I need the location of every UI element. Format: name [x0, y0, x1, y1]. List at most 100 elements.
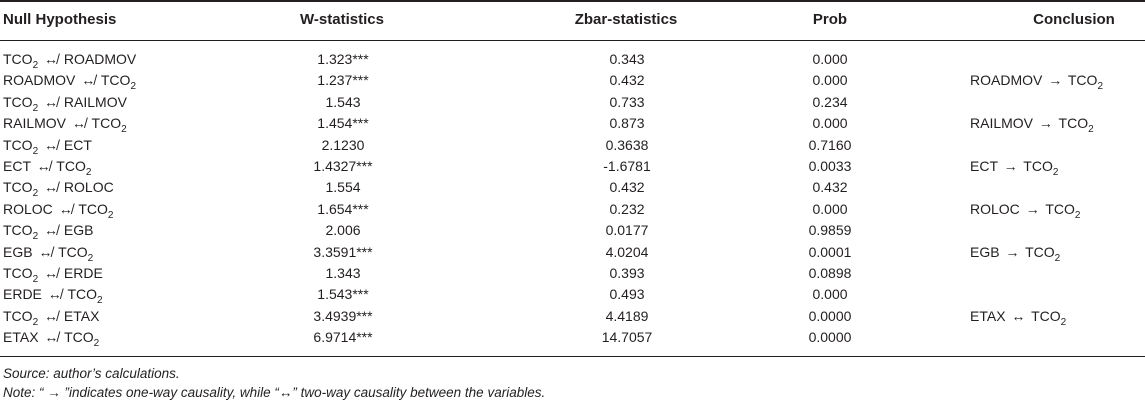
- header-conclusion-label: Conclusion: [1033, 11, 1115, 28]
- null-hypothesis-cell: RAILMOV ↮ TCO2: [3, 113, 127, 136]
- zbar-statistic-value: 0.232: [609, 200, 645, 217]
- hypothesis-from: TCO: [3, 179, 33, 196]
- null-hypothesis-cell: ECT ↮ TCO2: [3, 156, 91, 179]
- zbar-statistic-value: 4.4189: [605, 307, 649, 324]
- conclusion-cell: RAILMOV → TCO2: [970, 113, 1094, 136]
- prob-value: 0.0898: [808, 264, 852, 281]
- conclusion-cell: ECT → TCO2: [970, 156, 1058, 179]
- w-statistic-value: 1.4327***: [313, 157, 373, 174]
- null-hypothesis-cell: TCO2 ↮ ETAX: [3, 306, 99, 329]
- hypothesis-to-subscript: 2: [130, 81, 136, 93]
- zbar-statistic-value: 0.432: [609, 179, 645, 196]
- conclusion-from: ROADMOV: [970, 72, 1043, 89]
- hypothesis-to: ROLOC: [63, 179, 114, 196]
- hypothesis-from: TCO: [3, 136, 33, 153]
- w-statistic-value: 1.454***: [317, 115, 369, 132]
- table-row: ECT ↮ TCO2 1.4327*** -1.6781 0.0033 ECT → TC…: [0, 156, 1145, 179]
- conclusion-cell: ETAX ↔ TCO2: [970, 306, 1066, 329]
- hypothesis-relation-symbol: ↮: [44, 264, 59, 281]
- null-hypothesis-cell: ERDE ↮ TCO2: [3, 284, 103, 307]
- w-statistic-value: 1.543***: [317, 286, 369, 303]
- zbar-statistic-value: 0.343: [609, 51, 645, 67]
- conclusion-relation-symbol: →: [1038, 115, 1053, 132]
- table-row: TCO2 ↮ ETAX 3.4939*** 4.4189 0.0000 ETAX ↔ T…: [0, 306, 1145, 329]
- zbar-statistic-value: -1.6781: [603, 157, 651, 174]
- conclusion-relation-symbol: →: [1048, 72, 1063, 89]
- table-bottom-rule: [0, 356, 1145, 357]
- hypothesis-from-subscript: 2: [32, 188, 39, 200]
- null-hypothesis-cell: ROADMOV ↮ TCO2: [3, 70, 136, 93]
- hypothesis-to-subscript: 2: [85, 166, 92, 178]
- hypothesis-to: EGB: [63, 222, 94, 239]
- table-row: TCO2 ↮ RAILMOV 1.543 0.733 0.234: [0, 92, 1145, 114]
- w-statistic-value: 1.543: [325, 93, 361, 110]
- hypothesis-relation-symbol: ↮: [81, 72, 96, 89]
- conclusion-from: ROLOC: [970, 200, 1020, 217]
- w-statistic-value: 2.006: [325, 222, 361, 239]
- prob-value: 0.000: [812, 200, 848, 217]
- hypothesis-to: TCO: [100, 72, 131, 89]
- zbar-statistic-value: 14.7057: [601, 329, 653, 346]
- zbar-statistic-value: 0.393: [609, 264, 645, 281]
- hypothesis-to: ETAX: [63, 307, 100, 324]
- conclusion-from: ETAX: [970, 307, 1006, 324]
- hypothesis-relation-symbol: ↮: [44, 307, 59, 324]
- hypothesis-relation-symbol: ↮: [44, 93, 59, 110]
- table-body: TCO2 ↮ ROADMOV 1.323*** 0.343 0.000 ROADMOV …: [0, 49, 1145, 349]
- conclusion-to: TCO: [1045, 200, 1075, 217]
- conclusion-to-subscript: 2: [1088, 124, 1094, 136]
- hypothesis-to: TCO: [78, 200, 108, 217]
- hypothesis-from: TCO: [3, 264, 33, 281]
- null-hypothesis-cell: TCO2 ↮ ROLOC: [3, 177, 114, 200]
- conclusion-from: ECT: [970, 157, 998, 174]
- conclusion-to-subscript: 2: [1054, 252, 1061, 264]
- table-header-rule: [0, 40, 1145, 41]
- hypothesis-to-subscript: 2: [87, 252, 94, 264]
- hypothesis-relation-symbol: ↮: [58, 200, 73, 217]
- header-null-hypothesis: Null Hypothesis: [3, 11, 117, 28]
- table-row: ERDE ↮ TCO2 1.543*** 0.493 0.000: [0, 284, 1145, 307]
- hypothesis-relation-symbol: ↮: [36, 157, 51, 174]
- hypothesis-relation-symbol: ↮: [44, 136, 59, 153]
- conclusion-to: TCO: [1067, 72, 1098, 89]
- prob-value: 0.7160: [808, 136, 852, 153]
- prob-value: 0.0000: [808, 329, 852, 346]
- hypothesis-relation-symbol: ↮: [44, 329, 59, 346]
- hypothesis-from-subscript: 2: [32, 102, 39, 114]
- w-statistic-value: 1.554: [325, 179, 361, 196]
- w-statistic-value: 3.3591***: [313, 243, 373, 260]
- table-row: ROLOC ↮ TCO2 1.654*** 0.232 0.000 ROLOC → TC…: [0, 199, 1145, 222]
- null-hypothesis-cell: EGB ↮ TCO2: [3, 242, 93, 265]
- conclusion-cell: ROLOC → TCO2: [970, 199, 1080, 222]
- conclusion-relation-symbol: →: [1025, 200, 1040, 217]
- w-statistic-value: 1.323***: [317, 51, 369, 67]
- hypothesis-from-subscript: 2: [32, 231, 39, 243]
- hypothesis-from: EGB: [3, 243, 33, 260]
- zbar-statistic-value: 0.733: [609, 93, 645, 110]
- hypothesis-from: TCO: [3, 93, 33, 110]
- zbar-statistic-value: 0.0177: [605, 222, 649, 239]
- conclusion-to: TCO: [1023, 157, 1053, 174]
- w-statistic-value: 6.9714***: [313, 329, 373, 346]
- conclusion-to-subscript: 2: [1074, 209, 1081, 221]
- hypothesis-from: TCO: [3, 222, 33, 239]
- table-header: Null Hypothesis W-statistics Zbar-statis…: [0, 0, 1145, 40]
- hypothesis-to-subscript: 2: [107, 209, 114, 221]
- hypothesis-from-subscript: 2: [32, 60, 39, 71]
- hypothesis-from: ROLOC: [3, 200, 53, 217]
- table-row: TCO2 ↮ EGB 2.006 0.0177 0.9859: [0, 220, 1145, 243]
- w-statistic-value: 2.1230: [321, 136, 365, 153]
- conclusion-to: TCO: [1058, 115, 1089, 132]
- table-row: RAILMOV ↮ TCO2 1.454*** 0.873 0.000 RAILMOV …: [0, 113, 1145, 136]
- hypothesis-from: ROADMOV: [3, 72, 76, 89]
- prob-value: 0.234: [812, 93, 848, 110]
- hypothesis-from-subscript: 2: [32, 316, 39, 328]
- hypothesis-to: ERDE: [63, 264, 103, 281]
- null-hypothesis-cell: TCO2 ↮ ECT: [3, 135, 92, 158]
- prob-value: 0.0033: [808, 157, 852, 174]
- hypothesis-from: TCO: [3, 51, 33, 67]
- conclusion-relation-symbol: →: [1005, 243, 1020, 260]
- hypothesis-to-subscript: 2: [97, 295, 103, 307]
- table-note: Note: “ → ”indicates one-way causality, …: [3, 385, 546, 400]
- zbar-statistic-value: 0.3638: [605, 136, 649, 153]
